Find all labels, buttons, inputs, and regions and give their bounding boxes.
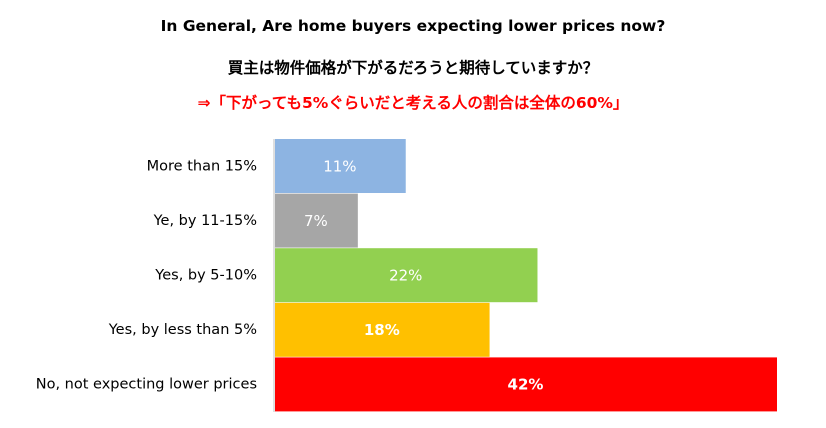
category-label-5: No, not expecting lower prices: [36, 377, 257, 393]
category-label-3: Yes, by 5-10%: [154, 268, 257, 284]
bar-5: [275, 357, 777, 412]
chart-note: ⇒「下がっても5%ぐらいだと考える人の割合は全体の60%」: [197, 94, 629, 112]
category-label-1: More than 15%: [147, 158, 257, 174]
data-label-4: 18%: [364, 321, 400, 339]
bar-1: [275, 139, 406, 193]
category-label-4: Yes, by less than 5%: [108, 322, 257, 338]
data-label-5: 42%: [508, 376, 544, 394]
category-label-2: Ye, by 11-15%: [153, 213, 257, 229]
chart-title-japanese: 買主は物件価格が下がるだろうと期待していますか？: [227, 59, 599, 77]
data-label-1: 11%: [323, 157, 356, 175]
data-label-2: 7%: [304, 212, 328, 230]
bar-4: [275, 302, 490, 357]
data-label-3: 22%: [389, 267, 422, 285]
bar-3: [275, 248, 538, 303]
chart-title-english: In General, Are home buyers expecting lo…: [160, 17, 666, 35]
bar-2: [275, 193, 358, 248]
